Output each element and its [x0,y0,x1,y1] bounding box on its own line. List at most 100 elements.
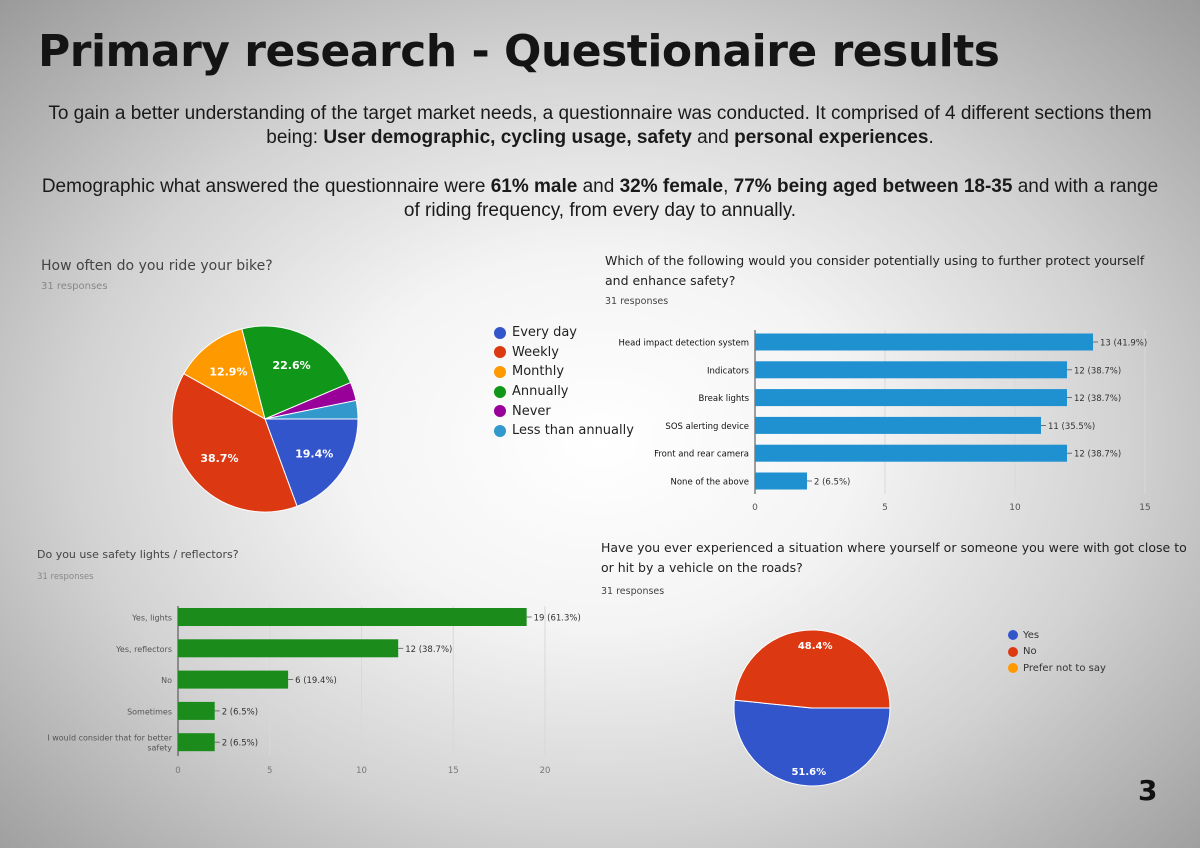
legend-label: Annually [512,384,569,400]
bar-head-impact-detection-system [755,333,1093,351]
bar-category-label: SOS alerting device [665,422,749,432]
legend-item-less-than-annually: Less than annually [494,421,634,441]
legend-swatch [494,365,506,378]
bar-value-label: 2 (6.5%) [814,478,850,488]
intro2-bold-female: 32% female [619,176,724,197]
bar-i-would-consider-that-for-better-safety [178,733,215,752]
bar-no [178,670,289,689]
intro2-bold-male: 61% male [490,176,578,197]
bar-value-label: 2 (6.5%) [222,707,258,717]
page-number: 3 [1138,774,1158,807]
bar-value-label: 11 (35.5%) [1048,422,1095,432]
bar-category-label: Yes, lights [131,614,172,623]
axis-tick-label: 0 [175,766,180,776]
bar-category-label: I would consider that for better [47,734,172,743]
legend-label: Prefer not to say [1023,662,1106,674]
chart4-subtitle: 31 responses [601,586,665,597]
axis-tick-label: 20 [540,766,551,776]
bar-category-label: Yes, reflectors [115,645,172,654]
chart1-title: How often do you ride your bike? [41,258,273,274]
bar-category-label: Head impact detection system [619,339,749,349]
pie-slice-no [733,629,891,709]
bar-category-label: No [161,676,172,685]
pie-slice-weekly [171,373,298,513]
intro1-text-a: To gain a better understanding of the ta… [48,103,1152,148]
legend-item-monthly: Monthly [494,362,634,382]
legend-item-never: Never [494,401,634,421]
pie-slice-label: 48.4% [798,641,833,652]
bar-value-label: 19 (61.3%) [534,614,581,624]
page-title: Primary research - Questionaire results [38,26,1000,77]
bar-sos-alerting-device [755,416,1041,434]
pie-slice-annually [241,325,352,420]
legend-item-prefer-not-to-say: Prefer not to say [1008,660,1106,677]
bar-value-label: 13 (41.9%) [1100,339,1147,349]
bar-break-lights [755,389,1067,407]
bar-none-of-the-above [755,472,807,490]
bar-value-label: 6 (19.4%) [295,676,337,686]
legend-swatch [494,385,506,398]
chart1-subtitle: 31 responses [41,281,108,292]
bar-category-label: None of the above [671,478,750,488]
legend-item-weekly: Weekly [494,343,634,363]
bar-value-label: 12 (38.7%) [1074,394,1121,404]
intro2-text-a: Demographic what answered the questionna… [41,176,491,197]
chart4-legend: Yes No Prefer not to say [1008,627,1106,677]
legend-label: Never [512,403,551,419]
bar-category-label: Front and rear camera [654,450,749,460]
legend-swatch [494,346,506,359]
pie-slice-label: 38.7% [200,452,238,465]
chart1-legend: Every day Weekly Monthly Annually Never Less … [494,323,634,441]
pie-slice-less-than-annually [264,399,359,420]
bar-value-label: 12 (38.7%) [405,645,452,655]
legend-label: Yes [1023,629,1040,641]
bar-front-and-rear-camera [755,444,1067,462]
legend-label: Every day [512,325,577,341]
bar-category-label: Break lights [699,394,750,404]
bar-value-label: 12 (38.7%) [1074,366,1121,376]
chart2-title: Which of the following would you conside… [605,253,1145,288]
intro-paragraph-demographic: Demographic what answered the questionna… [40,175,1160,223]
bar-indicators [755,361,1067,379]
bar-value-label: 2 (6.5%) [222,739,258,749]
bar-category-label: safety [147,744,172,753]
axis-tick-label: 5 [882,503,888,513]
chart3-title: Do you use safety lights / reflectors? [37,548,239,561]
intro1-bold-sections: User demographic, cycling usage, safety [323,127,692,148]
legend-item-annually: Annually [494,382,634,402]
intro1-text-e: . [928,127,934,148]
axis-tick-label: 0 [752,503,758,513]
legend-item-yes: Yes [1008,627,1106,644]
intro1-text-c: and [691,127,735,148]
pie-slice-label: 51.6% [791,767,826,778]
axis-tick-label: 5 [267,766,272,776]
legend-label: Monthly [512,364,565,380]
legend-label: Weekly [512,344,559,360]
axis-tick-label: 15 [1139,503,1150,513]
axis-tick-label: 15 [448,766,459,776]
legend-swatch [1008,630,1018,641]
axis-tick-label: 10 [356,766,367,776]
legend-swatch [494,405,506,418]
chart3-subtitle: 31 responses [37,572,94,582]
intro-paragraph-sections: To gain a better understanding of the ta… [40,102,1160,150]
intro2-bold-age: 77% being aged between 18-35 [733,176,1013,197]
pie-slice-yes [733,699,891,787]
bar-yes-lights [178,608,527,626]
pie-slice-every-day [264,418,359,507]
bar-yes-reflectors [178,639,399,658]
legend-swatch [1008,646,1018,657]
pie-slice-monthly [183,328,266,421]
pie-slice-label: 19.4% [295,447,333,460]
intro2-text-g: and with a range of riding frequency, fr… [403,176,1159,221]
legend-label: Less than annually [512,423,634,439]
bar-sometimes [178,701,215,720]
chart2-subtitle: 31 responses [605,296,669,307]
legend-swatch [494,326,506,339]
bar-category-label: Indicators [707,366,750,376]
legend-item-no: No [1008,644,1106,661]
